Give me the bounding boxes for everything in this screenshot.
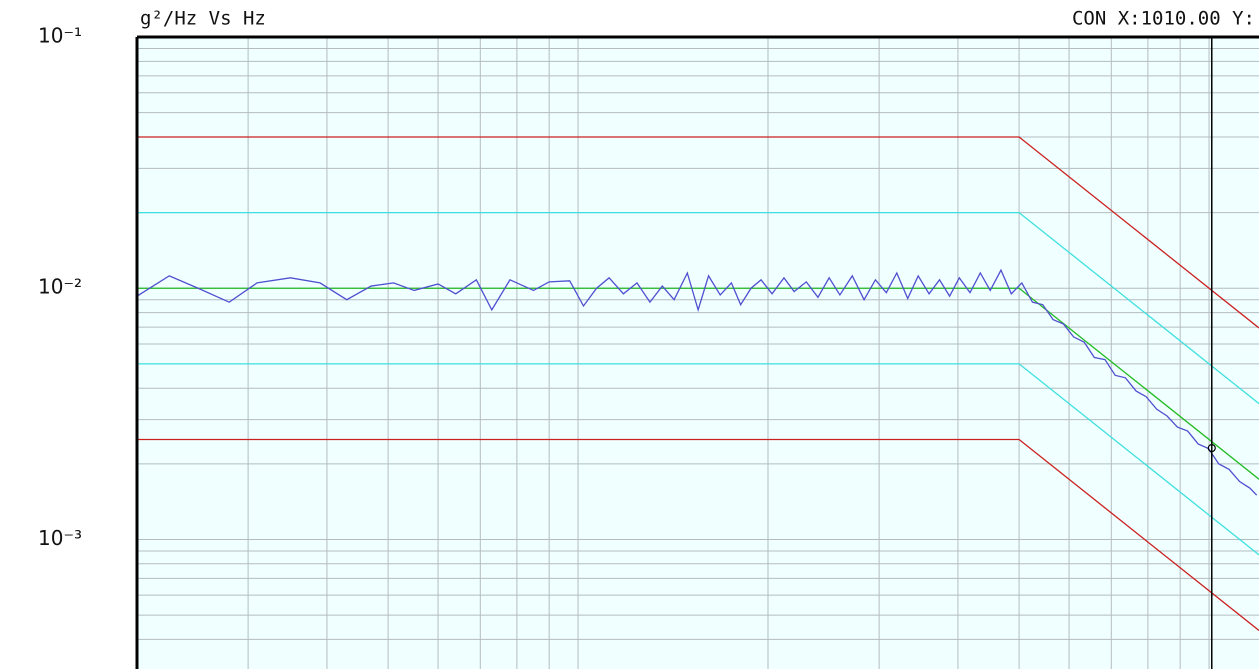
series-line bbox=[137, 268, 1258, 496]
series-line bbox=[137, 438, 1259, 632]
y-tick-label: 10⁻¹ bbox=[38, 24, 82, 48]
series-line bbox=[137, 363, 1259, 556]
series-line bbox=[137, 211, 1259, 405]
chart-title: g²/Hz Vs Hz bbox=[140, 8, 266, 30]
cursor-readout: CON X:1010.00 Y: bbox=[1072, 8, 1255, 30]
cursor-marker bbox=[1207, 443, 1216, 453]
series-line bbox=[137, 136, 1259, 329]
y-tick-label: 10⁻² bbox=[38, 275, 82, 299]
plot-area bbox=[137, 37, 1259, 669]
y-tick-label: 10⁻³ bbox=[38, 526, 82, 550]
series-line bbox=[137, 287, 1259, 480]
